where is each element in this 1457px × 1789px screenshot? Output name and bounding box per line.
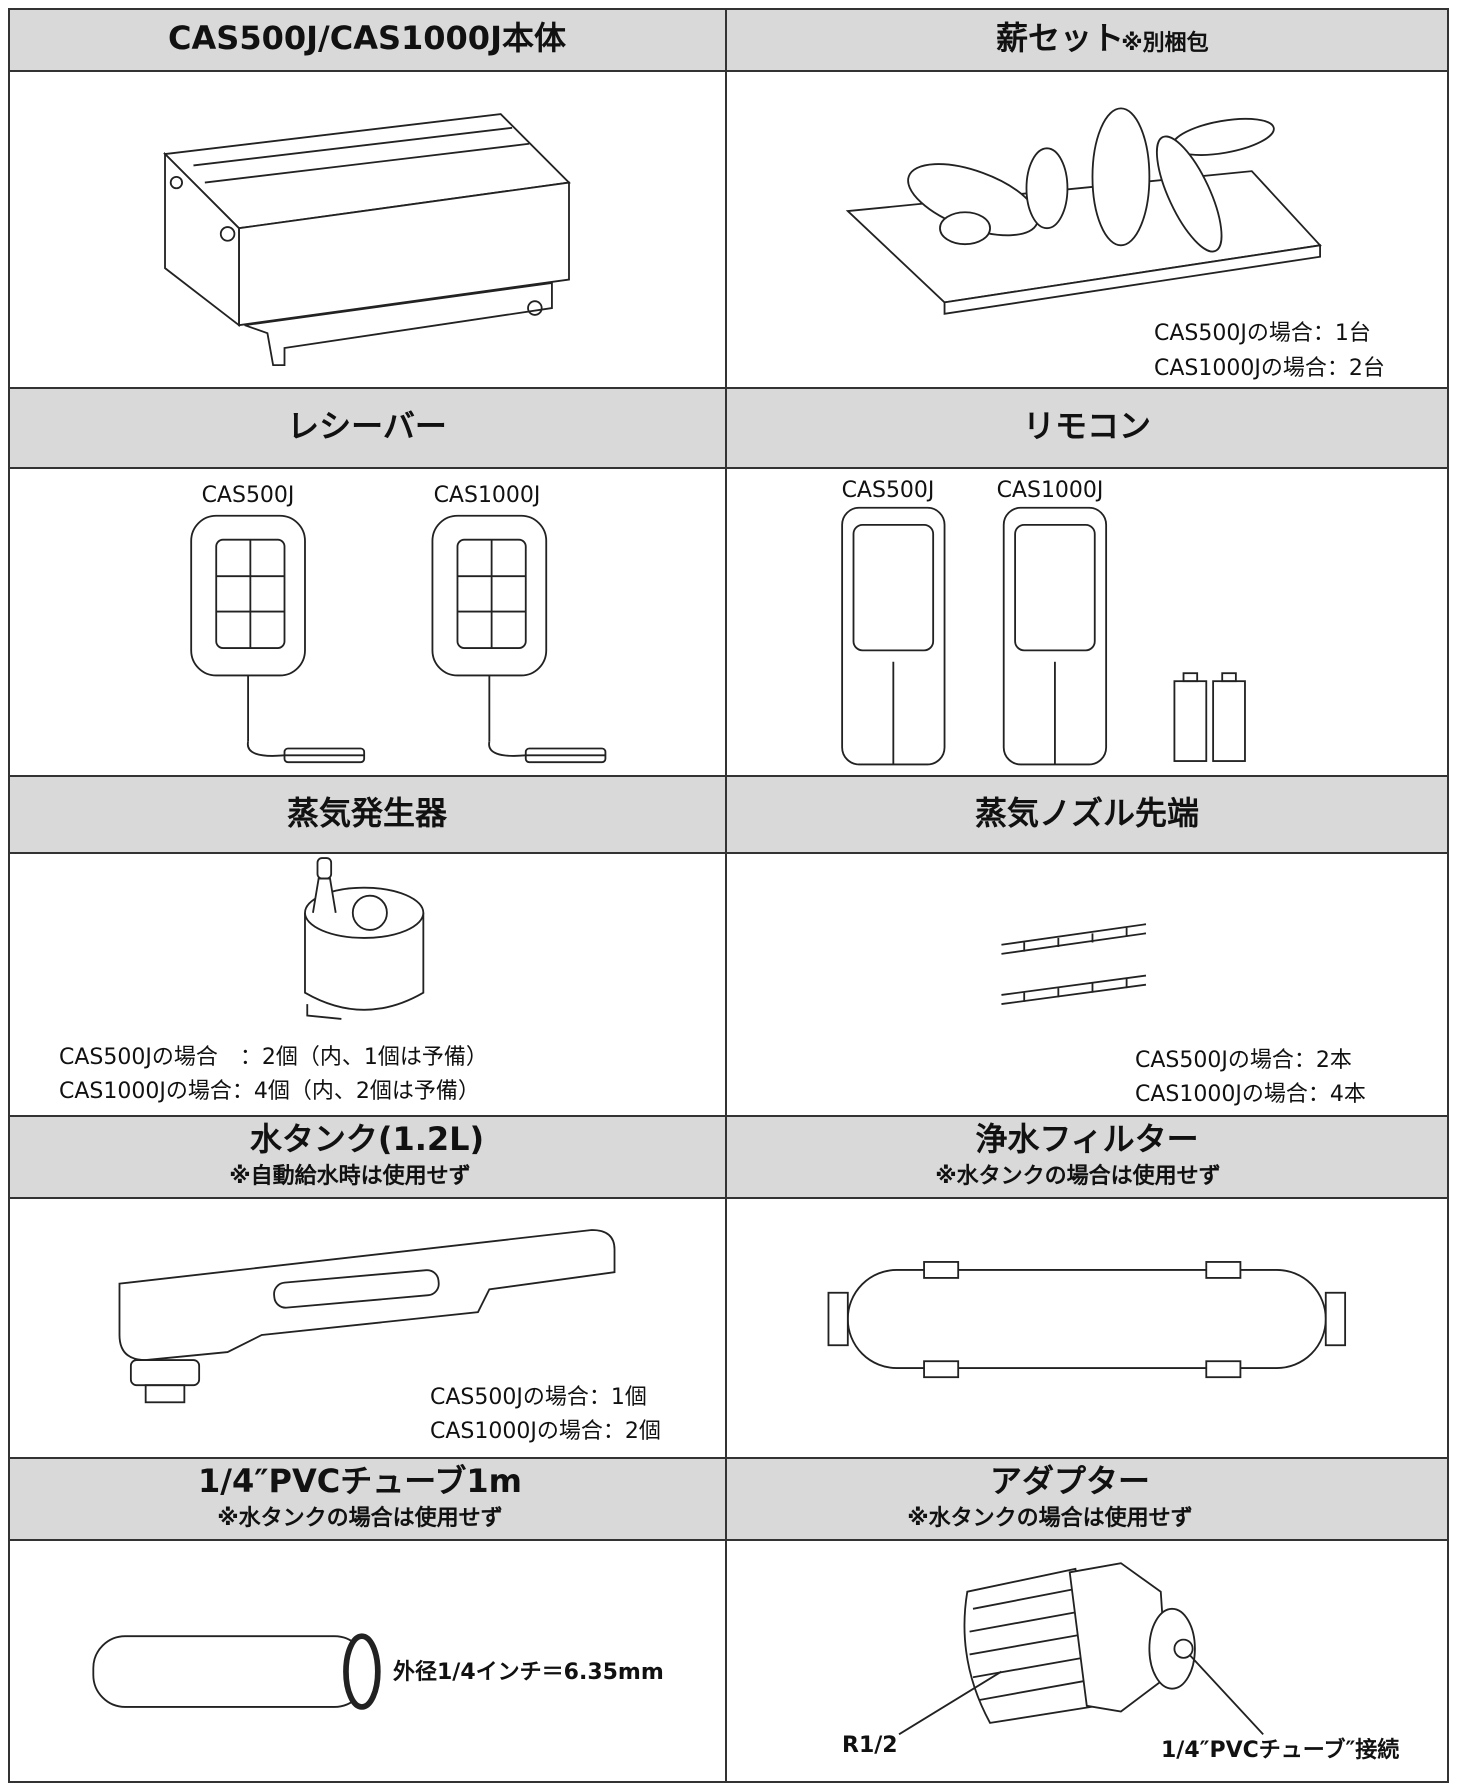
label: CAS1000J [434, 483, 541, 508]
label: 1/4″PVCチューブ″接続 [1161, 1737, 1399, 1763]
title: 蒸気ノズル先端 [975, 794, 1199, 832]
title: レシーバー [287, 407, 447, 445]
title: アダプター [990, 1462, 1150, 1500]
label: CAS1000J [997, 478, 1104, 503]
note: CAS1000Jの場合：2台 [1154, 356, 1385, 381]
title: 蒸気発生器 [287, 794, 448, 832]
label: CAS500J [202, 483, 295, 508]
label: 外径1/4インチ＝6.35mm [393, 1659, 664, 1685]
illustrations [92, 107, 1347, 1736]
note: CAS1000Jの場合：2個 [430, 1419, 661, 1444]
title: 薪セット [996, 19, 1124, 57]
note: CAS500Jの場合：1台 [1154, 321, 1371, 346]
note: CAS500Jの場合 ：2個（内、1個は予備） [59, 1045, 488, 1070]
note: CAS500Jの場合：1個 [430, 1385, 647, 1410]
subtitle: ※自動給水時は使用せず [229, 1163, 470, 1189]
title: 浄水フィルター [975, 1120, 1198, 1158]
title: CAS500J/CAS1000J本体 [168, 19, 566, 57]
label: R1/2 [842, 1733, 898, 1758]
note: CAS1000Jの場合：4本 [1135, 1082, 1366, 1107]
subtitle: ※水タンクの場合は使用せず [217, 1505, 502, 1531]
label: CAS500J [842, 478, 935, 503]
subtitle: ※水タンクの場合は使用せず [935, 1163, 1220, 1189]
note: CAS500Jの場合：2本 [1135, 1048, 1352, 1073]
title: 1/4″PVCチューブ1m [198, 1462, 522, 1500]
note: CAS1000Jの場合：4個（内、2個は予備） [59, 1079, 480, 1104]
headers: CAS500J/CAS1000J本体 薪セット ※別梱包 レシーバー リモコン … [168, 19, 1221, 1531]
notes: CAS500Jの場合：1台 CAS1000Jの場合：2台 CAS500J CAS… [59, 321, 1399, 1763]
title: 水タンク(1.2L) [250, 1120, 484, 1158]
subtitle: ※水タンクの場合は使用せず [907, 1505, 1192, 1531]
title: リモコン [1023, 407, 1151, 445]
title-note: ※別梱包 [1121, 30, 1208, 56]
